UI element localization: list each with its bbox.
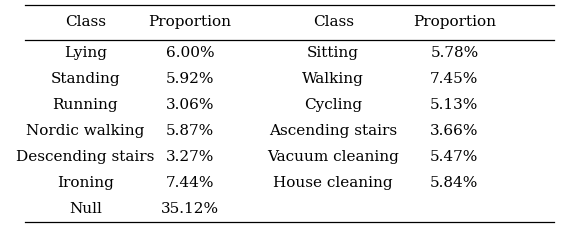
Text: 5.47%: 5.47%	[430, 150, 479, 164]
Text: 35.12%: 35.12%	[161, 202, 219, 216]
Text: 5.92%: 5.92%	[166, 72, 214, 86]
Text: 5.78%: 5.78%	[430, 46, 478, 60]
Text: 3.27%: 3.27%	[166, 150, 214, 164]
Text: 5.84%: 5.84%	[430, 176, 479, 190]
Text: Vacuum cleaning: Vacuum cleaning	[267, 150, 399, 164]
Text: Sitting: Sitting	[307, 46, 359, 60]
Text: Cycling: Cycling	[304, 98, 362, 112]
Text: 5.87%: 5.87%	[166, 124, 214, 138]
Text: Proportion: Proportion	[148, 15, 231, 29]
Text: 3.06%: 3.06%	[166, 98, 214, 112]
Text: Class: Class	[65, 15, 106, 29]
Text: Descending stairs: Descending stairs	[16, 150, 155, 164]
Text: Nordic walking: Nordic walking	[26, 124, 144, 138]
Text: Ironing: Ironing	[57, 176, 114, 190]
Text: Walking: Walking	[302, 72, 364, 86]
Text: Null: Null	[68, 202, 102, 216]
Text: 7.45%: 7.45%	[430, 72, 479, 86]
Text: Proportion: Proportion	[413, 15, 496, 29]
Text: Ascending stairs: Ascending stairs	[269, 124, 397, 138]
Text: 3.66%: 3.66%	[430, 124, 479, 138]
Text: Running: Running	[53, 98, 118, 112]
Text: House cleaning: House cleaning	[273, 176, 393, 190]
Text: Lying: Lying	[64, 46, 106, 60]
Text: Standing: Standing	[50, 72, 120, 86]
Text: Class: Class	[312, 15, 354, 29]
Text: 5.13%: 5.13%	[430, 98, 479, 112]
Text: 7.44%: 7.44%	[166, 176, 214, 190]
Text: 6.00%: 6.00%	[166, 46, 214, 60]
